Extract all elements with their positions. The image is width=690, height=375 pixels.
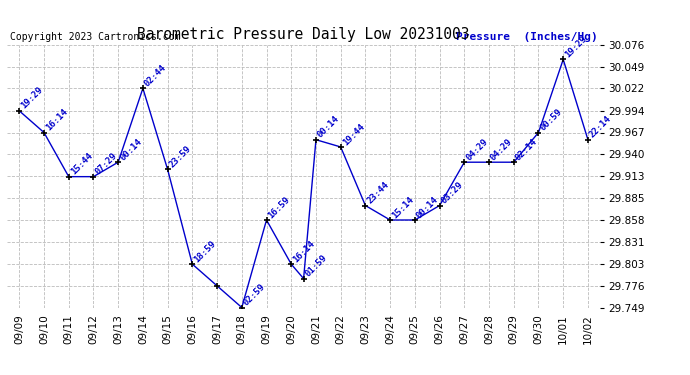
Text: 16:14: 16:14	[291, 239, 317, 264]
Text: 07:29: 07:29	[93, 151, 119, 177]
Text: 02:14: 02:14	[514, 137, 539, 162]
Text: 00:14: 00:14	[316, 114, 342, 140]
Text: 04:29: 04:29	[464, 137, 490, 162]
Text: Pressure  (Inches/Hg): Pressure (Inches/Hg)	[455, 32, 598, 42]
Text: 04:29: 04:29	[489, 137, 515, 162]
Text: 22:14: 22:14	[588, 114, 613, 140]
Text: 16:59: 16:59	[266, 195, 292, 220]
Text: 00:14: 00:14	[415, 195, 440, 220]
Text: 19:29: 19:29	[563, 34, 589, 60]
Text: Copyright 2023 Cartronics.com: Copyright 2023 Cartronics.com	[10, 32, 180, 42]
Text: 01:59: 01:59	[304, 253, 329, 279]
Text: 00:14: 00:14	[118, 137, 144, 162]
Text: 03:29: 03:29	[440, 180, 465, 206]
Text: 18:59: 18:59	[193, 239, 218, 264]
Text: 15:44: 15:44	[69, 151, 94, 177]
Title: Barometric Pressure Daily Low 20231003: Barometric Pressure Daily Low 20231003	[137, 27, 470, 42]
Text: 23:44: 23:44	[366, 180, 391, 206]
Text: 00:59: 00:59	[538, 107, 564, 132]
Text: 23:59: 23:59	[168, 144, 193, 170]
Text: 19:29: 19:29	[19, 86, 45, 111]
Text: 15:14: 15:14	[390, 195, 415, 220]
Text: 19:44: 19:44	[341, 122, 366, 147]
Text: 02:59: 02:59	[241, 282, 267, 308]
Text: 02:44: 02:44	[143, 63, 168, 88]
Text: 16:14: 16:14	[44, 107, 70, 132]
